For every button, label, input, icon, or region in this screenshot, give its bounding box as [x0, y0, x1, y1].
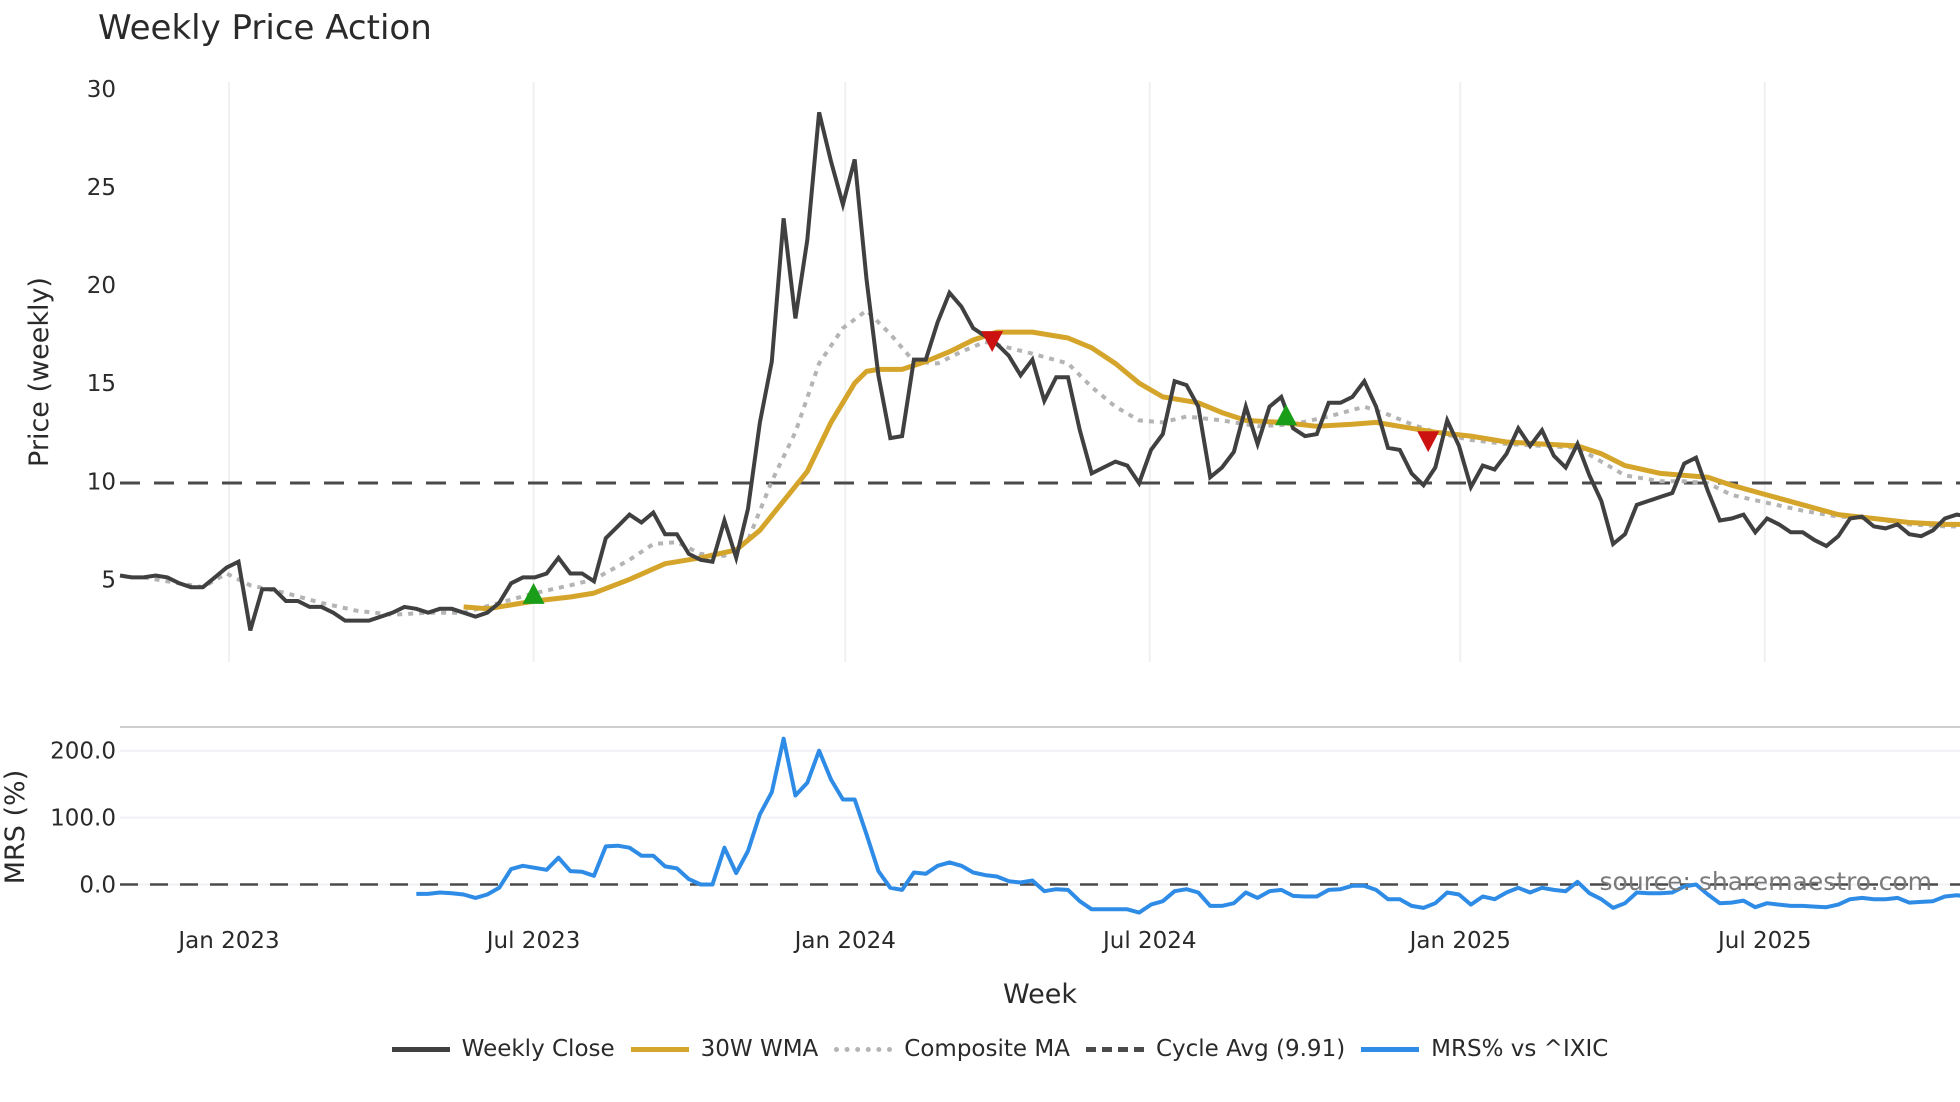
- legend-item[interactable]: 30W WMA: [630, 1036, 819, 1062]
- price-panel[interactable]: 5 10 15 20 25 30 Price (weekly): [24, 77, 1960, 631]
- price-y-tick-label: 25: [87, 175, 116, 201]
- legend-label: Composite MA: [904, 1036, 1070, 1062]
- price-y-axis-title: Price (weekly): [24, 277, 55, 467]
- legend-line-icon: [834, 1046, 893, 1052]
- weekly-close-line[interactable]: [119, 111, 1960, 631]
- watermark: source: sharemaestro.com: [1600, 867, 1933, 896]
- x-tick-label: Jan 2023: [176, 928, 279, 954]
- x-tick-label: Jan 2025: [1408, 928, 1511, 954]
- signal-markers: [522, 331, 1440, 604]
- x-tick-label: Jul 2024: [1101, 928, 1197, 954]
- chart-title: Weekly Price Action: [98, 8, 432, 48]
- x-tick-label: Jan 2024: [793, 928, 896, 954]
- legend-label: 30W WMA: [700, 1036, 819, 1062]
- legend-label: Cycle Avg (9.91): [1155, 1036, 1346, 1062]
- price-y-tick-label: 10: [87, 469, 116, 495]
- composite-ma-line[interactable]: [143, 307, 1960, 617]
- mrs-y-tick-label: 0.0: [79, 873, 116, 899]
- legend-line-icon: [391, 1046, 450, 1052]
- sell-signal-icon: [1417, 431, 1440, 453]
- legend-label: MRS% vs ^IXIC: [1431, 1036, 1609, 1062]
- price-y-tick-label: 5: [101, 567, 116, 593]
- legend-item[interactable]: Composite MA: [834, 1036, 1070, 1062]
- mrs-y-axis-title: MRS (%): [0, 770, 31, 885]
- buy-signal-icon: [1275, 404, 1298, 426]
- x-tick-label: Jul 2025: [1716, 928, 1812, 954]
- price-y-tick-label: 30: [87, 77, 116, 103]
- x-gridlines: [228, 82, 1766, 662]
- mrs-y-tick-label: 100.0: [50, 806, 116, 832]
- legend-item[interactable]: Weekly Close: [391, 1036, 615, 1062]
- mrs-panel[interactable]: 0.0 100.0 200.0 MRS (%) source: sharemaest…: [0, 736, 1960, 915]
- price-y-ticks: 5 10 15 20 25 30: [87, 77, 116, 594]
- legend-item[interactable]: Cycle Avg (9.91): [1085, 1036, 1346, 1062]
- buy-signal-icon: [522, 582, 545, 604]
- mrs-line[interactable]: [416, 736, 1960, 915]
- wma-30w-line[interactable]: [463, 329, 1960, 612]
- legend: Weekly Close 30W WMA Composite MA Cycle Avg…: [0, 1036, 1960, 1062]
- price-y-tick-label: 15: [87, 371, 116, 397]
- legend-item[interactable]: MRS% vs ^IXIC: [1361, 1036, 1608, 1062]
- legend-line-icon: [630, 1046, 689, 1052]
- x-tick-label: Jul 2023: [485, 928, 581, 954]
- legend-label: Weekly Close: [461, 1036, 615, 1062]
- legend-line-icon: [1085, 1046, 1144, 1052]
- x-axis-title: Week: [1003, 979, 1077, 1010]
- price-y-tick-label: 20: [87, 273, 116, 299]
- mrs-y-tick-label: 200.0: [50, 739, 116, 765]
- x-tick-labels: Jan 2023 Jul 2023 Jan 2024 Jul 2024 Jan 2025…: [176, 928, 1811, 954]
- sell-signal-icon: [981, 331, 1004, 353]
- legend-line-icon: [1361, 1046, 1420, 1052]
